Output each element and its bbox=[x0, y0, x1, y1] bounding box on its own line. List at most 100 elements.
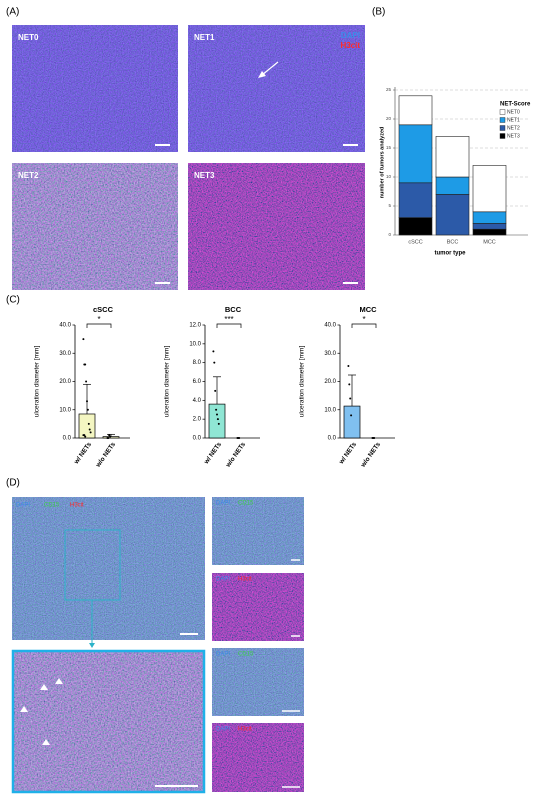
data-point bbox=[84, 363, 87, 366]
chart-title: BCC bbox=[225, 305, 242, 314]
y-tick-label: 10.0 bbox=[324, 407, 336, 413]
significance-bracket bbox=[86, 323, 112, 328]
significance: *** bbox=[224, 315, 233, 324]
x-tick-label: w/ NETs bbox=[338, 441, 359, 466]
legend-title: NET-Score bbox=[500, 102, 531, 108]
bar-segment bbox=[472, 165, 507, 213]
channel-label: DAPI bbox=[216, 727, 230, 733]
y-tick-label: 5 bbox=[388, 203, 391, 208]
data-point bbox=[86, 408, 89, 411]
y-tick-label: 0 bbox=[388, 232, 391, 237]
micrograph bbox=[12, 650, 205, 793]
data-point bbox=[349, 397, 352, 400]
micrograph bbox=[212, 573, 304, 641]
bar-segment bbox=[398, 182, 433, 218]
image-label: NET0 bbox=[18, 33, 39, 42]
y-tick-label: 15 bbox=[386, 145, 392, 150]
bar-segment bbox=[472, 211, 507, 224]
chart-title: MCC bbox=[359, 305, 377, 314]
significance-bracket bbox=[216, 323, 242, 328]
y-tick-label: 10.0 bbox=[189, 341, 201, 347]
data-point bbox=[238, 437, 241, 439]
y-axis-label: ulceration diameter [mm] bbox=[34, 346, 41, 418]
micrograph bbox=[212, 723, 304, 792]
data-point bbox=[213, 361, 216, 364]
legend-swatch bbox=[499, 109, 506, 115]
bar-segment bbox=[435, 176, 470, 195]
micrograph bbox=[12, 497, 205, 640]
data-point bbox=[85, 380, 88, 383]
y-tick-label: 12.0 bbox=[189, 323, 201, 329]
arrow bbox=[261, 61, 279, 76]
channel-label: H3cit bbox=[238, 577, 252, 583]
micrograph bbox=[212, 648, 304, 716]
y-tick-label: 10 bbox=[386, 174, 392, 179]
panel-label: (A) bbox=[6, 7, 19, 18]
y-axis-label: ulceration diameter [mm] bbox=[299, 346, 306, 418]
legend-swatch bbox=[499, 133, 506, 139]
legend-label: NET3 bbox=[507, 133, 520, 139]
y-tick-label: 20.0 bbox=[59, 379, 71, 385]
bar-segment bbox=[398, 217, 433, 236]
panel-label: (C) bbox=[6, 295, 20, 306]
y-tick-label: 8.0 bbox=[193, 360, 202, 366]
channel-label: CD15 bbox=[238, 501, 254, 507]
bar-segment bbox=[472, 223, 507, 230]
legend-label: NET2 bbox=[507, 125, 520, 131]
channel-label: DAPI bbox=[216, 577, 230, 583]
data-point bbox=[216, 413, 218, 416]
data-point bbox=[89, 431, 92, 434]
y-tick-label: 0.0 bbox=[63, 436, 72, 442]
y-tick-label: 25 bbox=[386, 87, 392, 92]
y-tick-label: 4.0 bbox=[193, 398, 202, 404]
legend-label: NET0 bbox=[507, 109, 520, 115]
zoom-frame bbox=[11, 649, 206, 794]
y-tick-label: 6.0 bbox=[193, 379, 202, 385]
significance-bracket bbox=[351, 323, 377, 328]
channel-label: CD15 bbox=[44, 503, 60, 509]
panel-label: (B) bbox=[372, 7, 385, 18]
bar-segment bbox=[398, 95, 433, 126]
micrograph bbox=[12, 163, 178, 290]
x-tick-label: BCC bbox=[447, 239, 459, 245]
micrograph bbox=[188, 25, 365, 152]
data-point bbox=[215, 408, 218, 411]
bar-segment bbox=[435, 194, 470, 236]
x-tick-label: MCC bbox=[483, 239, 496, 245]
y-tick-label: 2.0 bbox=[193, 417, 202, 423]
x-tick-label: w/ NETs bbox=[203, 441, 224, 466]
channel-label: H3cit bbox=[70, 503, 84, 509]
channel-label: CD15 bbox=[238, 652, 254, 658]
data-point bbox=[107, 437, 110, 439]
x-tick-label: cSCC bbox=[408, 239, 422, 245]
data-point bbox=[347, 364, 350, 367]
y-tick-label: 40.0 bbox=[324, 323, 336, 329]
legend-swatch bbox=[499, 125, 506, 131]
channel-label: DAPI bbox=[216, 652, 230, 658]
x-tick-label: w/o NETs bbox=[359, 441, 382, 470]
y-tick-label: 30.0 bbox=[324, 351, 336, 357]
arrow-head bbox=[258, 71, 266, 78]
legend-swatch bbox=[499, 117, 506, 123]
chart-title: cSCC bbox=[93, 305, 114, 314]
bar-segment bbox=[472, 228, 507, 236]
y-tick-label: 0.0 bbox=[193, 436, 202, 442]
micrograph bbox=[212, 497, 304, 565]
image-label: NET3 bbox=[194, 171, 215, 180]
zoom-arrow-head bbox=[89, 643, 95, 648]
bar bbox=[78, 413, 96, 439]
y-axis-label: number of tumors analyzed bbox=[379, 127, 385, 199]
data-point bbox=[216, 418, 219, 421]
panel-label: (D) bbox=[6, 478, 20, 489]
data-point bbox=[350, 414, 353, 417]
data-point bbox=[109, 435, 112, 438]
micrograph bbox=[12, 25, 178, 152]
bar bbox=[208, 403, 226, 439]
image-label: NET1 bbox=[194, 33, 215, 42]
channel-label: H3cit bbox=[340, 41, 360, 50]
data-point bbox=[214, 389, 217, 392]
channel-label: H3cit bbox=[238, 727, 252, 733]
x-tick-label: w/o NETs bbox=[224, 441, 247, 470]
channel-label: DAPI bbox=[216, 501, 230, 507]
